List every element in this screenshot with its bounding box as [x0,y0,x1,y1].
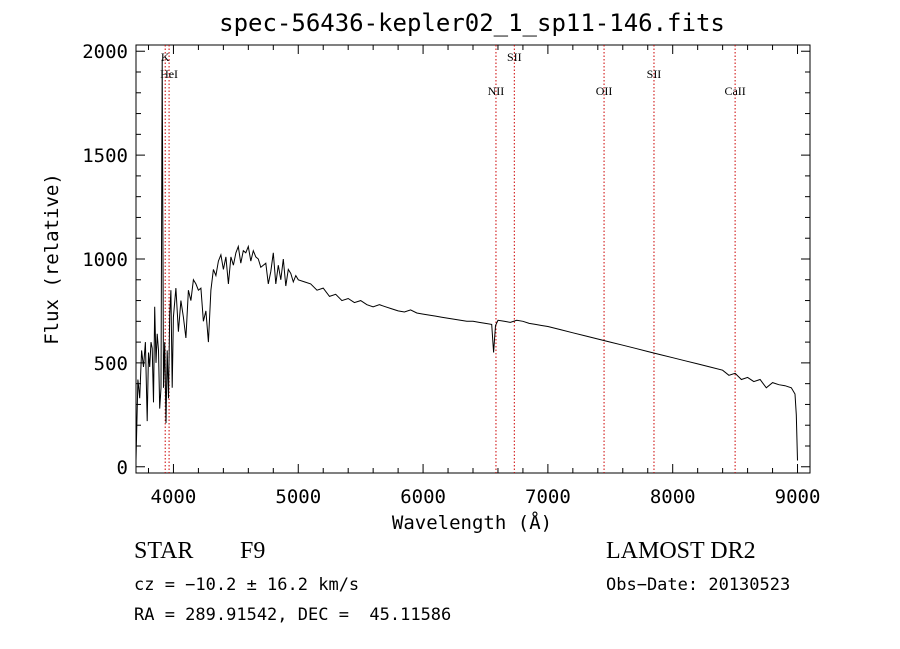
y-tick-label: 0 [117,457,128,479]
line-marker-label: CaII [724,84,745,98]
y-axis-ticks: 0 500 1000 1500 2000 [82,41,810,479]
x-tick-label: 5000 [275,486,321,508]
y-axis-label: Flux (relative) [41,173,63,345]
coordinates: RA = 289.91542, DEC = 45.11586 [134,605,451,625]
spectrum-line [135,59,798,461]
redshift-cz: cz = −10.2 ± 16.2 km/s [134,575,359,595]
y-tick-label: 1000 [82,249,128,271]
line-marker-label: SII [647,67,662,81]
line-marker-label: HeI [160,67,178,81]
line-markers: K HeI NII SII OII SII CaII [160,45,746,473]
y-tick-label: 2000 [82,41,128,63]
observation-date: Obs−Date: 20130523 [606,575,790,595]
spectral-subclass: F9 [240,538,265,564]
x-tick-label: 7000 [525,486,571,508]
chart-title: spec-56436-kepler02_1_sp11-146.fits [219,9,725,37]
x-axis-label: Wavelength (Å) [392,511,552,534]
object-type: STAR [134,538,193,564]
survey-name: LAMOST DR2 [606,538,756,564]
x-tick-label: 4000 [151,486,197,508]
line-marker-label: NII [488,84,505,98]
plot-frame [135,44,811,474]
y-tick-label: 1500 [82,145,128,167]
y-tick-label: 500 [94,353,128,375]
x-tick-label: 9000 [775,486,821,508]
line-marker-label: OII [596,84,613,98]
x-tick-label: 8000 [650,486,696,508]
line-marker-label: K [161,50,170,64]
x-tick-label: 6000 [400,486,446,508]
x-axis-ticks: 4000 5000 6000 7000 8000 9000 [147,45,821,508]
line-marker-label: SII [507,50,522,64]
